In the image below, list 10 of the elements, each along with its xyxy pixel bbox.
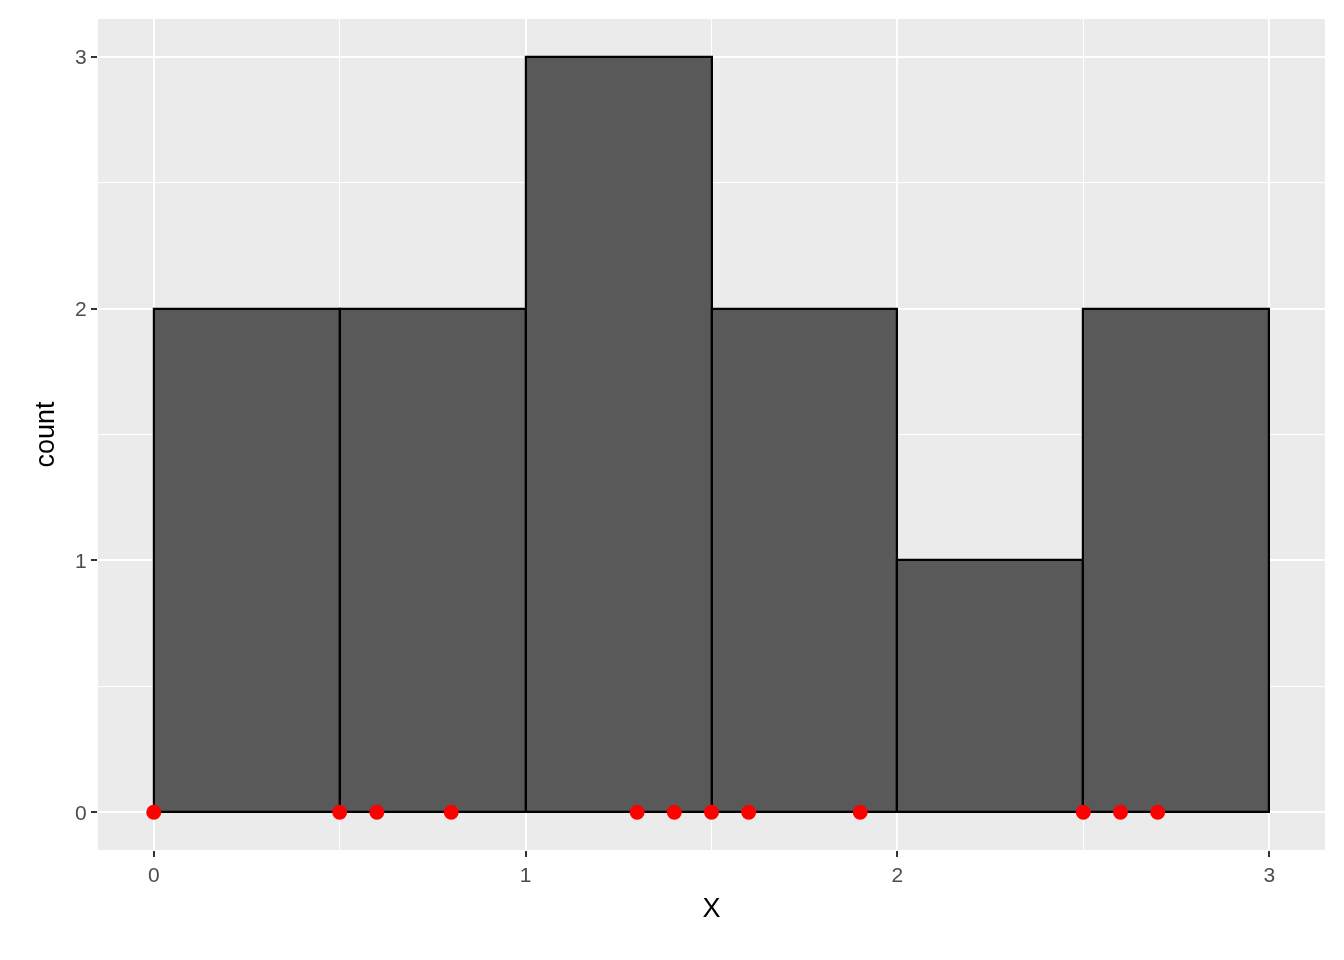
y-axis-title: count — [30, 400, 61, 468]
x-tick-label: 3 — [1263, 863, 1276, 887]
x-tick-label: 1 — [519, 863, 532, 887]
y-tick-label: 3 — [75, 45, 87, 69]
x-axis-title: X — [702, 892, 721, 923]
x-tick-label: 0 — [147, 863, 160, 887]
x-tick-label: 2 — [891, 863, 904, 887]
y-tick-label: 2 — [75, 296, 87, 320]
y-tick-label: 0 — [75, 800, 87, 824]
y-tick-label: 1 — [75, 548, 87, 572]
